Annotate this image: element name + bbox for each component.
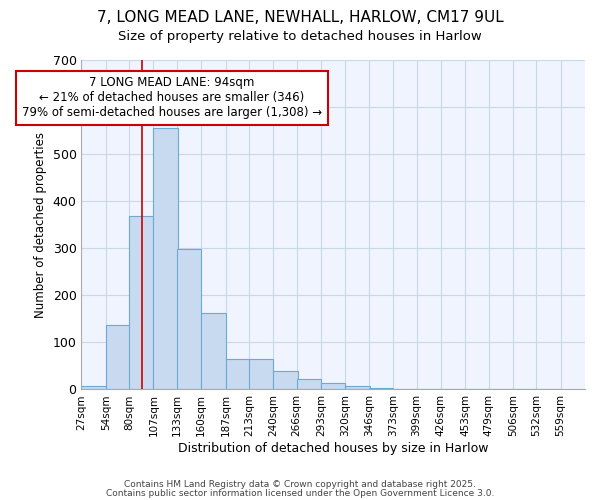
- Bar: [226, 359, 250, 390]
- Bar: [321, 383, 346, 390]
- Bar: [346, 386, 370, 390]
- X-axis label: Distribution of detached houses by size in Harlow: Distribution of detached houses by size …: [178, 442, 488, 455]
- Bar: [296, 379, 321, 390]
- Bar: [249, 359, 273, 390]
- Bar: [154, 128, 178, 390]
- Bar: [201, 313, 226, 390]
- Bar: [129, 216, 154, 390]
- Bar: [82, 386, 106, 390]
- Bar: [369, 388, 393, 390]
- Bar: [106, 324, 130, 390]
- Text: Contains HM Land Registry data © Crown copyright and database right 2025.: Contains HM Land Registry data © Crown c…: [124, 480, 476, 489]
- Text: 7 LONG MEAD LANE: 94sqm
← 21% of detached houses are smaller (346)
79% of semi-d: 7 LONG MEAD LANE: 94sqm ← 21% of detache…: [22, 76, 322, 120]
- Bar: [177, 249, 201, 390]
- Text: Size of property relative to detached houses in Harlow: Size of property relative to detached ho…: [118, 30, 482, 43]
- Bar: [273, 370, 298, 390]
- Text: 7, LONG MEAD LANE, NEWHALL, HARLOW, CM17 9UL: 7, LONG MEAD LANE, NEWHALL, HARLOW, CM17…: [97, 10, 503, 25]
- Bar: [393, 388, 418, 390]
- Y-axis label: Number of detached properties: Number of detached properties: [34, 132, 47, 318]
- Text: Contains public sector information licensed under the Open Government Licence 3.: Contains public sector information licen…: [106, 489, 494, 498]
